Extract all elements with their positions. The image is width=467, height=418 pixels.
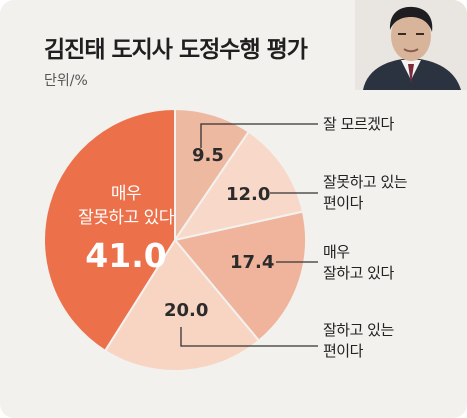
highlight-category-line-1: 매우 xyxy=(110,184,142,204)
value-label-very-good: 17.4 xyxy=(230,252,275,273)
legend-dont-know-line-1: 잘 모르겠다 xyxy=(323,115,394,133)
legend-very-good-line-1: 매우 xyxy=(323,243,350,261)
pie-slice-very-bad xyxy=(42,107,176,353)
highlight-slice-label: 매우 잘못하고 있다 41.0 xyxy=(62,182,190,276)
highlight-category-line-2: 잘못하고 있다 xyxy=(78,208,174,228)
pie-slice-dont-know xyxy=(174,107,251,244)
legend-very-good-line-2: 잘하고 있다 xyxy=(323,264,394,282)
unit-label: 단위/% xyxy=(44,73,88,89)
legend-somewhat-good-line-1: 잘하고 있는 xyxy=(323,321,394,339)
value-label-dont-know: 9.5 xyxy=(192,145,224,166)
legend-somewhat-bad-line-2: 편이다 xyxy=(323,194,363,212)
legend-somewhat-good: 잘하고 있는 편이다 xyxy=(323,320,394,362)
legend-somewhat-bad: 잘못하고 있는 편이다 xyxy=(323,172,408,214)
legend-dont-know: 잘 모르겠다 xyxy=(323,114,394,135)
value-label-somewhat-bad: 12.0 xyxy=(226,184,271,205)
value-label-somewhat-good: 20.0 xyxy=(164,300,209,321)
leader-line-dont-know xyxy=(200,123,318,148)
legend-very-good: 매우 잘하고 있다 xyxy=(323,242,394,284)
legend-somewhat-good-line-2: 편이다 xyxy=(323,342,363,360)
portrait-photo xyxy=(355,0,467,90)
legend-somewhat-bad-line-1: 잘못하고 있는 xyxy=(323,173,408,191)
chart-title: 김진태 도지사 도정수행 평가 xyxy=(44,37,308,63)
pie-slice-somewhat-good xyxy=(103,238,261,373)
pie-slice-very-good xyxy=(173,210,307,343)
leader-line-somewhat-good xyxy=(180,327,318,347)
pie-slice-somewhat-bad xyxy=(172,130,305,242)
highlight-value: 41.0 xyxy=(85,236,167,275)
